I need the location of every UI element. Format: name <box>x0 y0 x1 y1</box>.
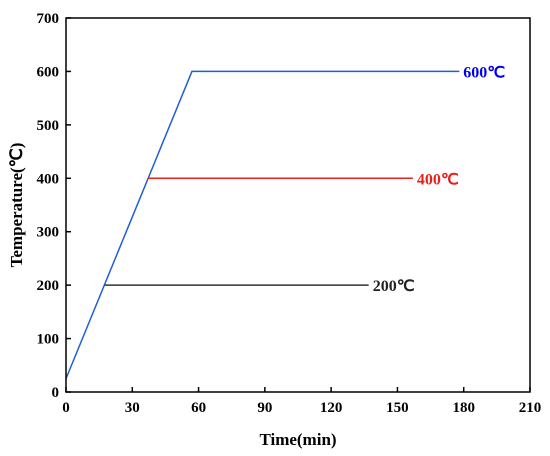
x-axis-title: Time(min) <box>259 430 336 449</box>
plot-frame <box>65 17 531 393</box>
x-tick-label: 210 <box>519 400 542 416</box>
series-label-600c: 600℃ <box>463 64 505 81</box>
y-axis-title: Temperature(℃) <box>7 143 26 268</box>
series-line-600c <box>65 70 460 379</box>
x-tick-label: 150 <box>386 400 409 416</box>
y-tick-label: 300 <box>37 225 60 241</box>
y-tick-label: 400 <box>37 171 60 187</box>
x-tick-label: 60 <box>191 400 206 416</box>
y-tick-label: 500 <box>37 118 60 134</box>
y-tick-label: 100 <box>37 332 60 348</box>
series-label-200c: 200℃ <box>373 278 415 295</box>
y-tick-label: 600 <box>37 64 60 80</box>
y-tick-label: 0 <box>52 385 60 401</box>
ticks-layer: 0 30 60 90 120 150 180 210 0 100 200 300 400 500 600 70… <box>37 11 542 416</box>
x-tick-label: 120 <box>320 400 343 416</box>
x-tick-label: 30 <box>125 400 140 416</box>
x-tick-label: 180 <box>452 400 475 416</box>
series-label-400c: 400℃ <box>417 171 459 188</box>
series-layer <box>65 70 460 379</box>
x-tick-label: 90 <box>257 400 272 416</box>
y-tick-label: 200 <box>37 278 60 294</box>
y-tick-label: 700 <box>37 11 60 27</box>
labels-layer: 600℃ 400℃ 200℃ <box>373 64 506 295</box>
x-tick-label: 0 <box>62 400 70 416</box>
